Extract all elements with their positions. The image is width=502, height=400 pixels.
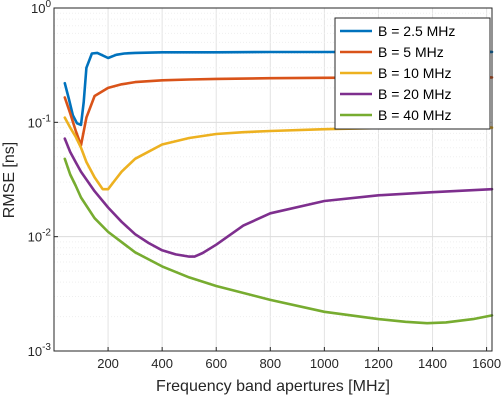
x-tick-label: 600: [205, 356, 227, 371]
y-tick-label: 100: [31, 0, 51, 16]
series-line: [63, 137, 494, 258]
legend-entry-label: B = 10 MHz: [378, 65, 452, 81]
x-tick-label: 800: [259, 356, 281, 371]
legend-entry-label: B = 5 MHz: [378, 44, 444, 60]
y-tick-label: 10-2: [28, 228, 52, 245]
x-tick-label: 1600: [472, 356, 501, 371]
x-tick-label: 1200: [364, 356, 393, 371]
axis-ticks: 200 400 600 800 1000 1200 1400 1600 10-3 10-2 10-1…: [28, 0, 501, 371]
legend: B = 2.5 MHz B = 5 MHz B = 10 MHz B = 20 MHz…: [334, 17, 491, 130]
y-tick-label: 10-3: [28, 342, 52, 359]
legend-entry-label: B = 20 MHz: [378, 86, 452, 102]
series-line: [63, 157, 494, 325]
plot-frame: [53, 7, 493, 352]
y-axis-label: RMSE [ns]: [1, 142, 18, 218]
y-tick-label: 10-1: [28, 113, 52, 130]
legend-entry-label: B = 2.5 MHz: [378, 23, 455, 39]
x-tick-label: 400: [151, 356, 173, 371]
x-axis-label: Frequency band apertures [MHz]: [156, 378, 390, 395]
legend-entry-label: B = 40 MHz: [378, 107, 452, 123]
x-tick-label: 1400: [418, 356, 447, 371]
series-line: [63, 116, 494, 191]
x-tick-label: 200: [97, 356, 119, 371]
x-tick-label: 1000: [310, 356, 339, 371]
series-line: [63, 50, 494, 127]
